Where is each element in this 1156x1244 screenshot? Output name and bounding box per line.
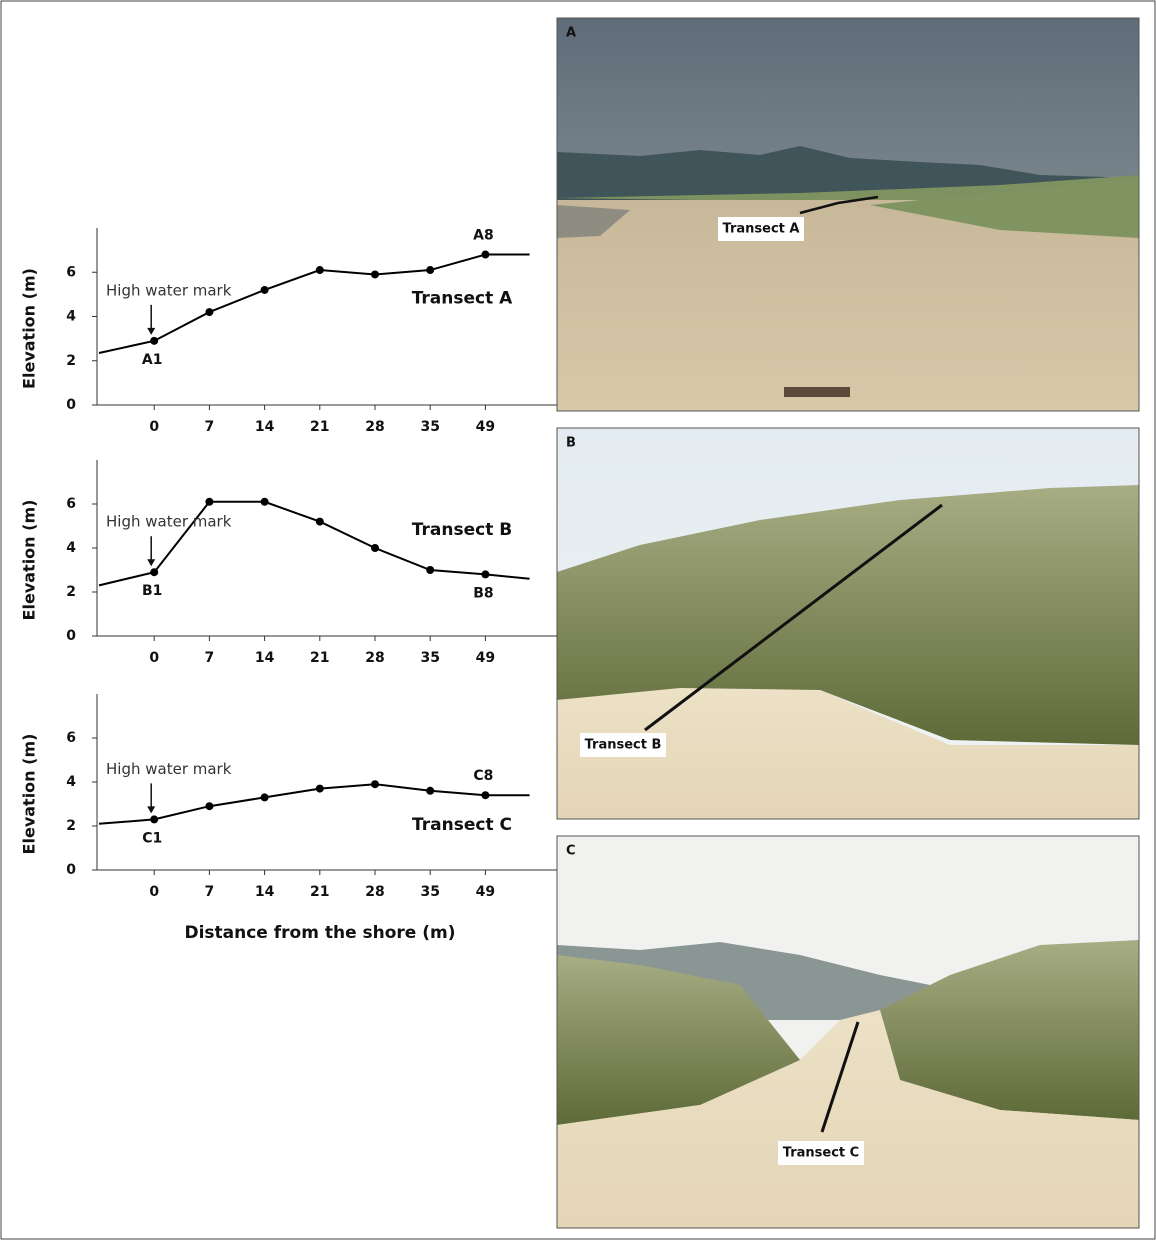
point — [316, 518, 324, 526]
y-tick-label: 4 — [66, 540, 76, 556]
y-tick-label: 6 — [66, 264, 76, 280]
point-label: C1 — [142, 830, 162, 846]
y-tick-label: 0 — [66, 862, 76, 878]
x-tick-label: 21 — [310, 884, 329, 900]
y-axis-label: Elevation (m) — [20, 268, 39, 389]
figure: 0 2 4 6 Elevation (m) 0 7 14 21 28 35 49 Transect A A… — [0, 0, 1156, 1240]
x-tick-label: 28 — [365, 884, 384, 900]
photo-a — [557, 18, 1139, 411]
annotation: High water mark — [106, 513, 232, 531]
y-tick-label: 0 — [66, 397, 76, 413]
point — [316, 266, 324, 274]
photo-caption: Transect B — [585, 738, 662, 753]
point — [426, 787, 434, 795]
point — [371, 544, 379, 552]
point — [261, 793, 269, 801]
x-tick-label: 49 — [476, 419, 495, 435]
x-tick-label: 14 — [255, 650, 275, 666]
x-tick-label: 35 — [420, 884, 439, 900]
point-label: A1 — [142, 352, 163, 368]
point-label: B1 — [142, 583, 162, 599]
x-tick-label: 49 — [476, 884, 495, 900]
x-tick-label: 35 — [420, 419, 439, 435]
x-tick-label: 49 — [476, 650, 495, 666]
point — [371, 780, 379, 788]
x-tick-label: 7 — [205, 419, 215, 435]
point — [371, 270, 379, 278]
x-tick-label: 28 — [365, 650, 384, 666]
point — [205, 308, 213, 316]
x-tick-label: 35 — [420, 650, 439, 666]
point — [426, 566, 434, 574]
point — [205, 498, 213, 506]
photo-c — [557, 836, 1139, 1228]
point — [481, 570, 489, 578]
y-tick-label: 4 — [66, 774, 76, 790]
y-tick-label: 2 — [66, 818, 76, 834]
photo-caption: Transect A — [723, 222, 800, 237]
point — [426, 266, 434, 274]
panel-label: A — [566, 26, 576, 41]
arrow-head — [147, 559, 155, 566]
panel-label: B — [566, 436, 576, 451]
point-label: B8 — [473, 585, 493, 601]
y-axis-label: Elevation (m) — [20, 734, 39, 855]
y-tick-label: 6 — [66, 496, 76, 512]
y-tick-label: 2 — [66, 353, 76, 369]
series-label: Transect C — [412, 815, 512, 835]
series-label: Transect A — [412, 288, 513, 308]
x-tick-label: 21 — [310, 419, 329, 435]
y-tick-label: 6 — [66, 730, 76, 746]
x-tick-label: 0 — [149, 419, 159, 435]
y-tick-label: 0 — [66, 628, 76, 644]
panel-label: C — [566, 844, 576, 859]
point-label: C8 — [473, 768, 493, 784]
point — [150, 815, 158, 823]
x-axis-label: Distance from the shore (m) — [184, 923, 455, 943]
annotation: High water mark — [106, 281, 232, 299]
series-label: Transect B — [412, 520, 512, 540]
point — [316, 785, 324, 793]
x-tick-label: 7 — [205, 650, 215, 666]
point — [261, 498, 269, 506]
point — [481, 791, 489, 799]
x-tick-label: 0 — [149, 884, 159, 900]
point — [150, 337, 158, 345]
x-tick-label: 14 — [255, 884, 275, 900]
photo-b — [557, 428, 1139, 819]
point — [150, 568, 158, 576]
y-tick-label: 4 — [66, 309, 76, 325]
annotation: High water mark — [106, 760, 232, 778]
point — [481, 251, 489, 259]
x-tick-label: 7 — [205, 884, 215, 900]
page: {"chart_data": [ {"type": "line", "y_lab… — [0, 0, 1156, 1244]
point-label: A8 — [473, 228, 494, 244]
y-tick-label: 2 — [66, 584, 76, 600]
arrow-head — [147, 328, 155, 335]
photo-caption: Transect C — [783, 1146, 859, 1161]
point — [205, 802, 213, 810]
x-tick-label: 28 — [365, 419, 384, 435]
point — [261, 286, 269, 294]
x-tick-label: 21 — [310, 650, 329, 666]
arrow-head — [147, 806, 155, 813]
x-tick-label: 14 — [255, 419, 275, 435]
x-tick-label: 0 — [149, 650, 159, 666]
y-axis-label: Elevation (m) — [20, 500, 39, 621]
